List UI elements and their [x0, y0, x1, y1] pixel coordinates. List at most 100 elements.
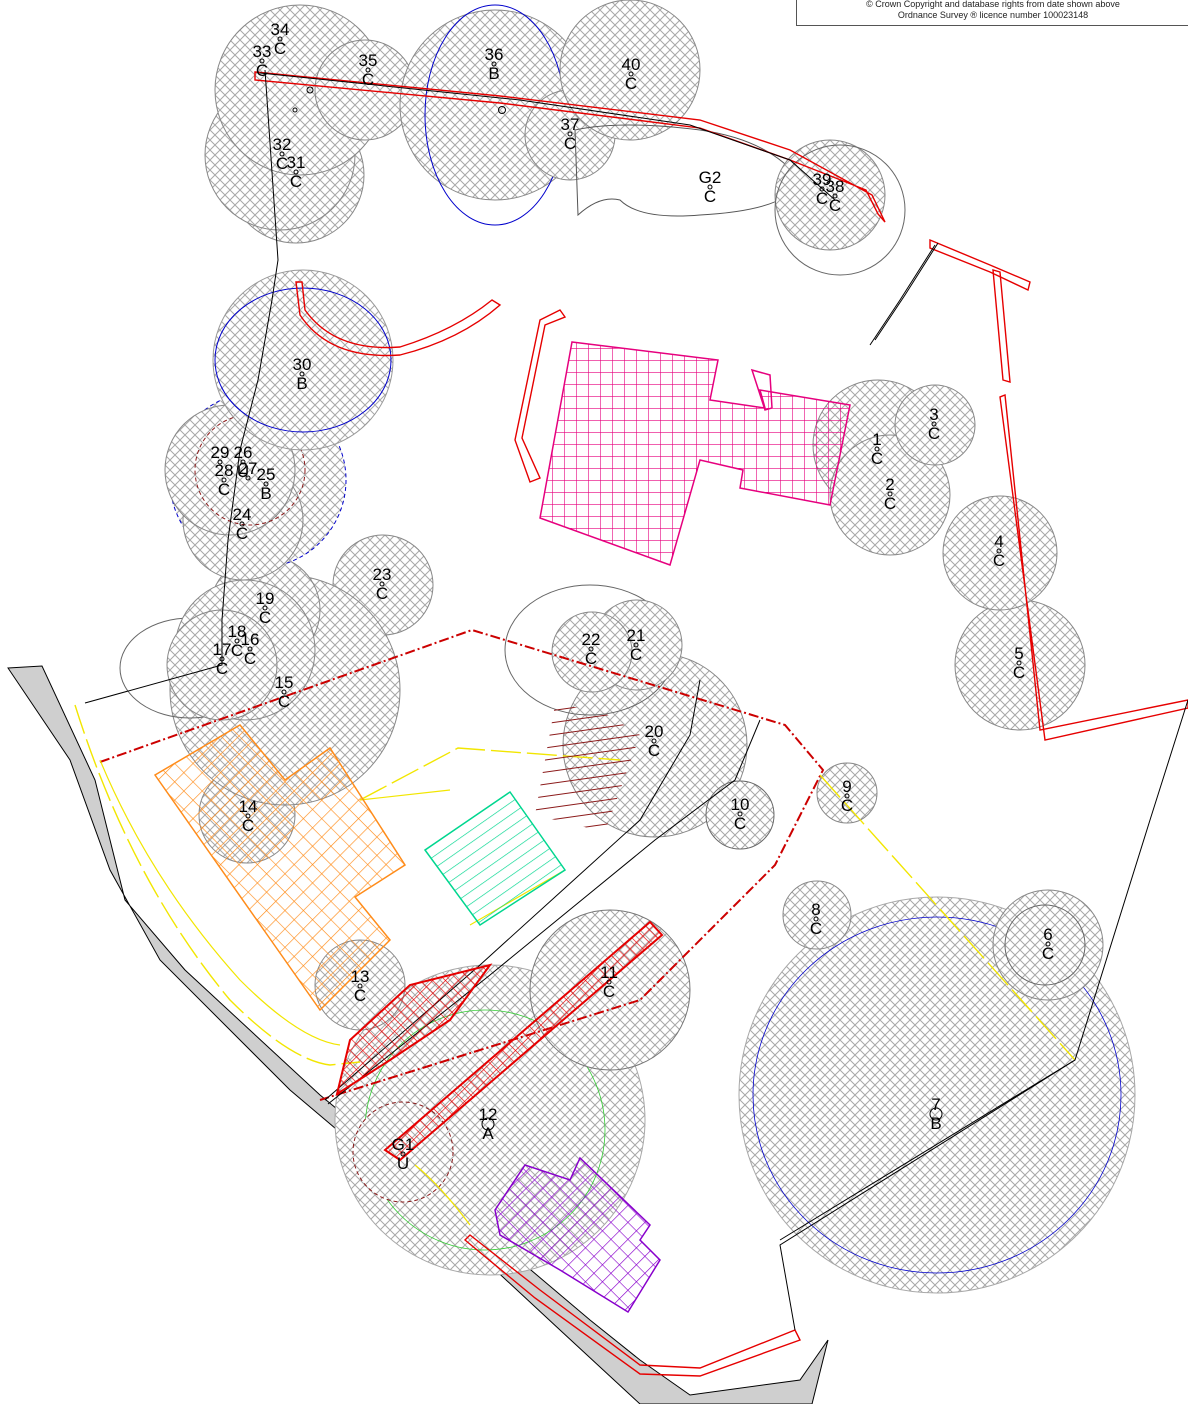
tree-id-label: 3 [929, 405, 938, 424]
maroon-area [535, 705, 640, 832]
tree-position-marker [221, 477, 227, 483]
site-boundary [99, 628, 825, 1101]
tree-id-label: 9 [842, 777, 851, 796]
tree-category-label: C [362, 70, 374, 89]
tree-position-marker [279, 151, 285, 157]
tree-id-label: 36 [485, 45, 504, 64]
tree-id-label: 19 [256, 589, 275, 608]
tree-position-marker [633, 642, 639, 648]
tree-position-marker [628, 71, 634, 77]
tree-labels: 1C2C3C4C5C6C7B8C9C10C11C12A13C14C15C16C1… [211, 20, 1055, 1173]
tree-category-label: C [829, 196, 841, 215]
tree-position-marker [365, 67, 371, 73]
tree-id-label: 12 [479, 1105, 498, 1124]
red-area [335, 920, 664, 1162]
tree-position-marker [234, 638, 240, 644]
tree-category-label: C [841, 796, 853, 815]
tree-category-label: B [260, 484, 271, 503]
tree-position-marker [217, 459, 223, 465]
tree-category-label: C [625, 74, 637, 93]
tree-category-label: B [930, 1114, 941, 1133]
tree-id-label: G1 [392, 1135, 415, 1154]
tree-category-label: C [216, 659, 228, 678]
tree-position-marker [813, 916, 819, 922]
tree-category-label: B [488, 64, 499, 83]
tree-id-label: 8 [811, 900, 820, 919]
tree-id-label: 35 [359, 51, 378, 70]
tree-category-label: C [564, 134, 576, 153]
tree-position-marker [240, 459, 246, 465]
tree-position-marker [259, 58, 265, 64]
tree-category-label: A [482, 1124, 494, 1143]
tree-id-label: 22 [582, 630, 601, 649]
tree-id-label: 31 [287, 153, 306, 172]
tree-id-label: 6 [1043, 925, 1052, 944]
tree-position-marker [737, 811, 743, 817]
tree-category-label: C [603, 982, 615, 1001]
tree-id-label: 13 [351, 967, 370, 986]
tree-category-label: C [218, 480, 230, 499]
tree-id-label: 5 [1014, 644, 1023, 663]
tree-category-label: C [278, 692, 290, 711]
tree-id-label: 4 [994, 532, 1003, 551]
tree-id-label: 24 [233, 505, 252, 524]
tree-category-label: C [884, 494, 896, 513]
tree-id-label: 25 [257, 465, 276, 484]
tree-category-label: C [231, 641, 243, 660]
tree-id-label: 40 [622, 55, 641, 74]
tree-position-marker [844, 793, 850, 799]
tree-position-marker [262, 605, 268, 611]
tree-id-label: 23 [373, 565, 392, 584]
tree-canopies [119, 0, 1136, 1294]
tree-id-label: 34 [271, 20, 290, 39]
tree-position-marker [379, 581, 385, 587]
tree-id-label: 27 [239, 459, 258, 478]
tree-category-label: C [376, 584, 388, 603]
tree-position-marker [491, 61, 497, 67]
tree-id-label: 15 [275, 673, 294, 692]
main-house [539, 341, 851, 566]
tree-id-label: 39 [813, 170, 832, 189]
tree-category-label: C [1013, 663, 1025, 682]
tree-id-label: 26 [234, 443, 253, 462]
tree-position-marker [245, 475, 251, 481]
tree-position-marker [567, 131, 573, 137]
tree-id-label: 1 [872, 430, 881, 449]
tree-position-marker [996, 548, 1002, 554]
tree-category-label: C [630, 645, 642, 664]
tree-position-marker [931, 421, 937, 427]
tree-position-marker [219, 656, 225, 662]
tree-id-label: 16 [241, 630, 260, 649]
tree-id-label: G2 [699, 168, 722, 187]
tree-position-marker [887, 491, 893, 497]
tree-position-marker [245, 813, 251, 819]
tree-id-label: 2 [885, 475, 894, 494]
tree-category-label: C [242, 816, 254, 835]
tree-category-label: C [648, 741, 660, 760]
tree-category-label: C [993, 551, 1005, 570]
tree-category-label: U [397, 1154, 409, 1173]
tree-position-marker [263, 481, 269, 487]
tree-id-label: 17 [213, 640, 232, 659]
tree-category-label: C [810, 919, 822, 938]
tree-id-label: 11 [600, 963, 618, 982]
road-verge [7, 665, 829, 1404]
tree-position-marker [707, 184, 713, 190]
tree-position-marker [929, 1107, 943, 1121]
tree-id-label: 20 [645, 722, 664, 741]
red-walls [254, 71, 1188, 1377]
tree-position-marker [651, 738, 657, 744]
tree-category-label: U [237, 462, 249, 481]
tree-category-label: C [585, 649, 597, 668]
tree-id-label: 30 [293, 355, 312, 374]
tree-id-label: 14 [239, 797, 258, 816]
tree-id-label: 21 [627, 626, 646, 645]
tree-position-marker [1016, 660, 1022, 666]
orange-building [153, 724, 407, 1012]
green-shed [423, 790, 567, 927]
tree-position-marker [819, 186, 825, 192]
tree-position-marker [247, 646, 253, 652]
tree-category-label: C [259, 608, 271, 627]
tree-category-label: B [296, 374, 307, 393]
